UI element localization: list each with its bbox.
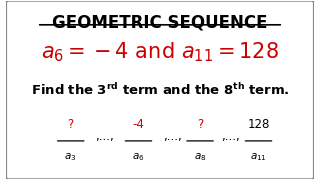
Text: $a_3$: $a_3$ [65, 152, 77, 163]
Text: ,...,: ,..., [221, 130, 240, 143]
Text: 128: 128 [247, 118, 270, 131]
Text: $\mathbf{Find\ the\ 3}^{\mathbf{rd}}\mathbf{\ term\ and\ the\ 8}^{\mathbf{th}}\m: $\mathbf{Find\ the\ 3}^{\mathbf{rd}}\mat… [31, 82, 289, 98]
Text: $a_8$: $a_8$ [194, 152, 206, 163]
Text: ?: ? [68, 118, 74, 131]
Text: ?: ? [197, 118, 203, 131]
Text: $a_{11}$: $a_{11}$ [250, 152, 267, 163]
Text: GEOMETRIC SEQUENCE: GEOMETRIC SEQUENCE [52, 13, 268, 31]
Text: $a_6 = -4\ \mathrm{and}\ a_{11} = 128$: $a_6 = -4\ \mathrm{and}\ a_{11} = 128$ [41, 41, 279, 64]
Text: ,...,: ,..., [163, 130, 182, 143]
Text: $a_6$: $a_6$ [132, 152, 145, 163]
FancyBboxPatch shape [6, 1, 314, 179]
Text: ,...,: ,..., [95, 130, 114, 143]
Text: -4: -4 [132, 118, 144, 131]
